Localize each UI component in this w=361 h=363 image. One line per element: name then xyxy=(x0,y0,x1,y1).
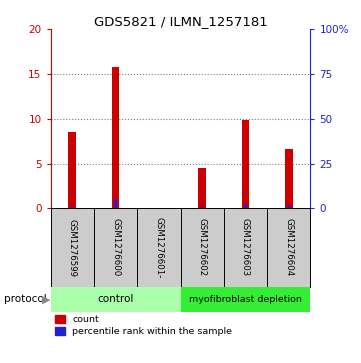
Text: GSM1276600: GSM1276600 xyxy=(111,219,120,277)
FancyBboxPatch shape xyxy=(51,287,180,312)
Text: GSM1276603: GSM1276603 xyxy=(241,219,250,277)
Text: GSM1276599: GSM1276599 xyxy=(68,219,77,277)
Bar xyxy=(285,149,293,208)
Text: GSM1276604: GSM1276604 xyxy=(284,219,293,277)
Bar xyxy=(112,67,119,208)
Bar xyxy=(244,204,247,208)
Text: GSM1276601-: GSM1276601- xyxy=(155,217,163,278)
Text: protocol: protocol xyxy=(4,294,46,305)
Text: GSM1276602: GSM1276602 xyxy=(198,219,206,277)
Bar xyxy=(114,199,117,208)
Title: GDS5821 / ILMN_1257181: GDS5821 / ILMN_1257181 xyxy=(93,15,268,28)
Bar xyxy=(287,206,291,208)
Bar xyxy=(70,207,74,208)
FancyBboxPatch shape xyxy=(180,287,310,312)
Text: control: control xyxy=(97,294,134,305)
Bar xyxy=(198,168,206,208)
Bar xyxy=(242,119,249,208)
Text: ▶: ▶ xyxy=(42,294,50,305)
Bar xyxy=(68,132,76,208)
Legend: count, percentile rank within the sample: count, percentile rank within the sample xyxy=(55,315,232,336)
Text: myofibroblast depletion: myofibroblast depletion xyxy=(189,295,302,304)
